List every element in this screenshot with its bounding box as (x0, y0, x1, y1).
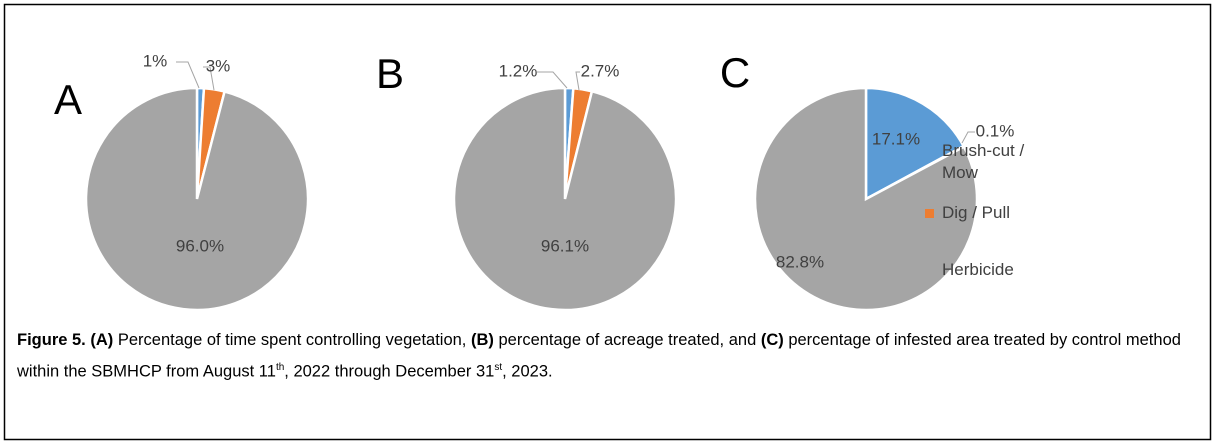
legend-item: Dig / Pull (925, 202, 1037, 224)
data-label: 96.0% (176, 236, 224, 255)
leader-line (537, 71, 568, 89)
caption-text: (B) (470, 331, 494, 349)
caption-text: st (494, 362, 503, 373)
caption-text: th (275, 362, 285, 373)
caption-text: Percentage of time spent controlling veg… (113, 331, 471, 349)
caption-text: , 2022 through December 31 (284, 362, 495, 381)
legend-label: Herbicide (942, 260, 1014, 279)
frame (3, 3, 1212, 441)
legend-item: Herbicide (925, 259, 1037, 281)
data-label: 0.1% (976, 121, 1015, 140)
pie-slice (753, 86, 979, 312)
data-label: 17.1% (872, 129, 920, 148)
leader-line (961, 131, 975, 144)
data-label: 1.2% (499, 61, 538, 80)
legend-label: Brush-cut / Mow (942, 141, 1025, 182)
leader-line (203, 66, 215, 91)
pie-slice (84, 86, 310, 312)
data-label: 2.7% (581, 61, 620, 80)
caption-text: percentage of infested area treated by c… (17, 331, 1181, 381)
caption: Figure 5. (A) Percentage of time spent c… (17, 327, 1202, 386)
caption-text: , 2023. (502, 362, 553, 381)
pie-title: A (54, 76, 82, 123)
data-label: 1% (143, 51, 168, 70)
caption-text: percentage of acreage treated, and (493, 331, 761, 349)
pie-title: B (376, 50, 404, 97)
legend-label: Dig / Pull (942, 203, 1011, 222)
legend-swatch (925, 266, 934, 275)
legend-swatch (925, 209, 934, 218)
caption-text: (A) (90, 331, 114, 349)
caption-text: (C) (760, 331, 784, 349)
pie-slice (452, 86, 678, 312)
data-label: 3% (206, 56, 231, 75)
data-label: 82.8% (776, 252, 824, 271)
pie-slice (864, 86, 966, 202)
legend-item: Brush-cut / Mow (925, 140, 1037, 184)
pie-title: C (720, 49, 750, 96)
legend-swatch (925, 147, 934, 156)
data-label: 96.1% (541, 236, 589, 255)
leader-line (176, 61, 200, 89)
caption-text: Figure 5. (17, 331, 86, 349)
leader-line (575, 71, 580, 91)
